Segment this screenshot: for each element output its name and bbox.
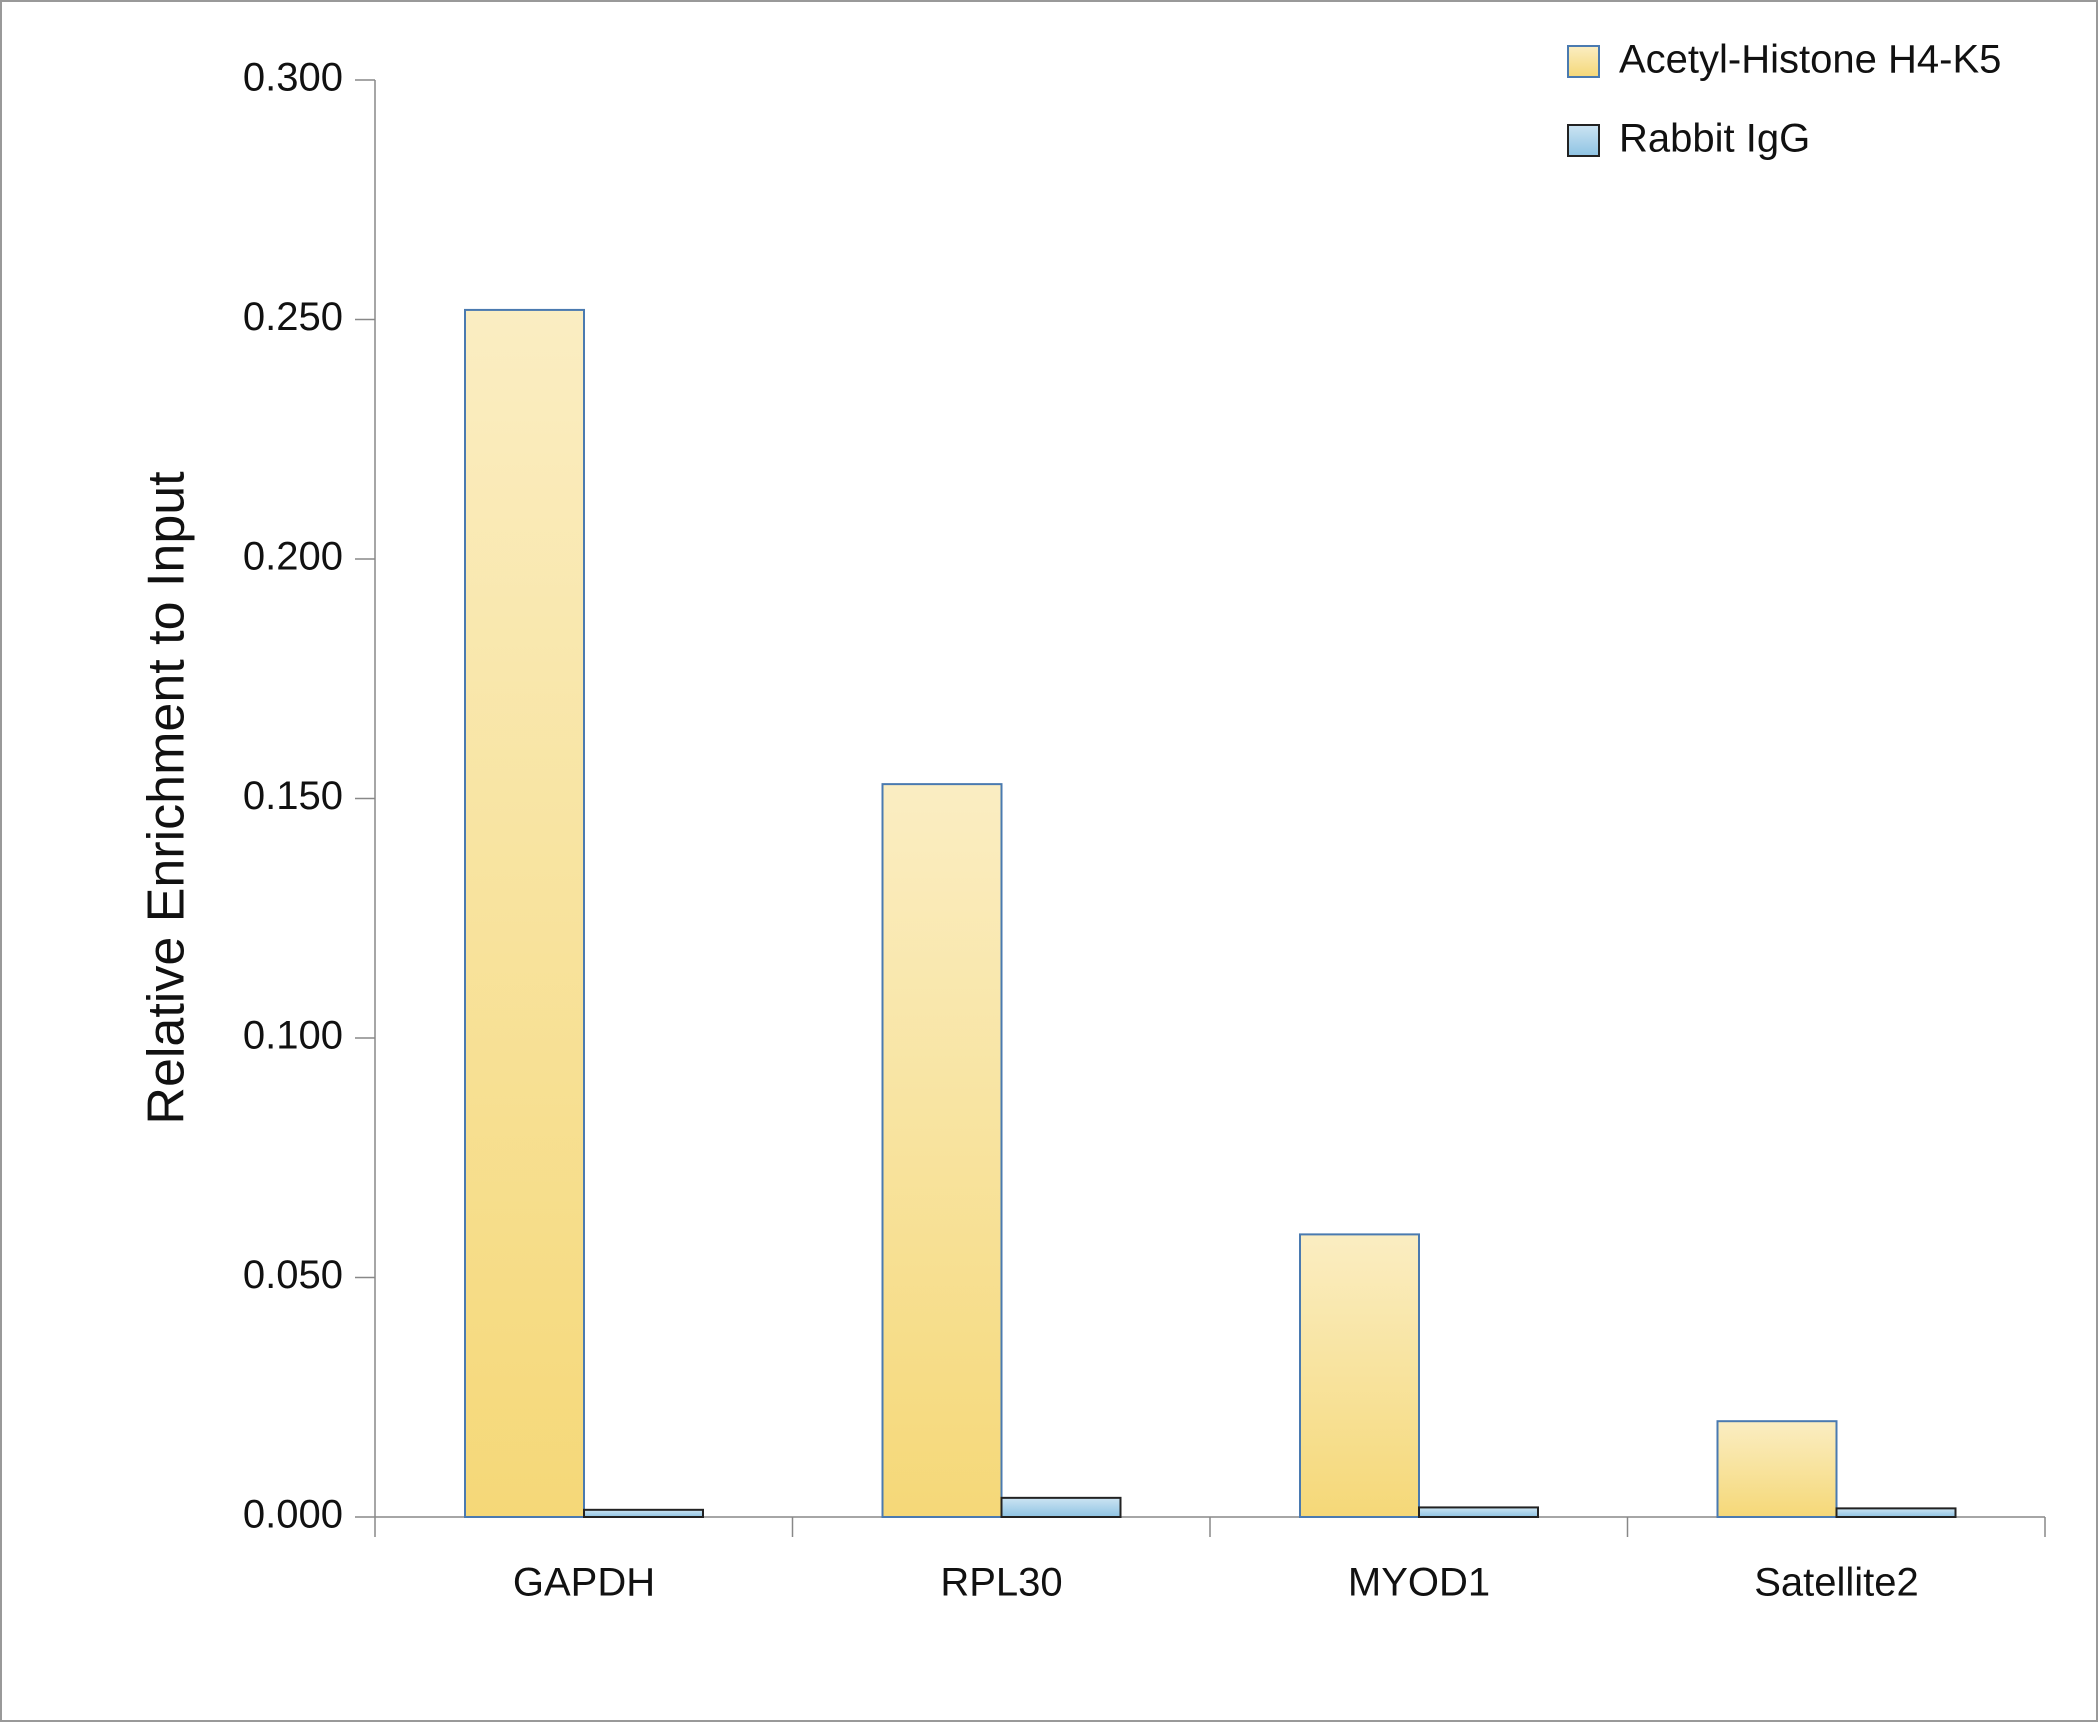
bar: [1716, 1420, 1838, 1518]
y-tick-label: 0.000: [243, 1493, 343, 1537]
bar: [1418, 1506, 1539, 1519]
bar: [1000, 1496, 1122, 1518]
y-axis-title: Relative Enrichment to Input: [138, 471, 196, 1125]
y-tick-label: 0.300: [243, 56, 343, 100]
bar: [1299, 1233, 1420, 1518]
y-tick-label: 0.150: [243, 774, 343, 818]
y-tick-label: 0.200: [243, 535, 343, 579]
bar: [881, 783, 1003, 1518]
bar: [1835, 1507, 1957, 1519]
legend-label: Rabbit IgG: [1619, 117, 1810, 161]
x-tick-label: Satellite2: [1754, 1561, 1919, 1605]
y-tick-label: 0.250: [243, 295, 343, 339]
x-tick-label: MYOD1: [1348, 1561, 1490, 1605]
x-tick-label: RPL30: [940, 1561, 1062, 1605]
legend-swatch: [1567, 124, 1600, 157]
legend-label: Acetyl-Histone H4-K5: [1619, 38, 2001, 82]
bar: [583, 1508, 704, 1518]
y-tick-label: 0.050: [243, 1253, 343, 1297]
y-tick-label: 0.100: [243, 1014, 343, 1058]
legend-swatch: [1567, 45, 1600, 78]
x-tick-label: GAPDH: [513, 1561, 655, 1605]
bar: [464, 308, 585, 1518]
